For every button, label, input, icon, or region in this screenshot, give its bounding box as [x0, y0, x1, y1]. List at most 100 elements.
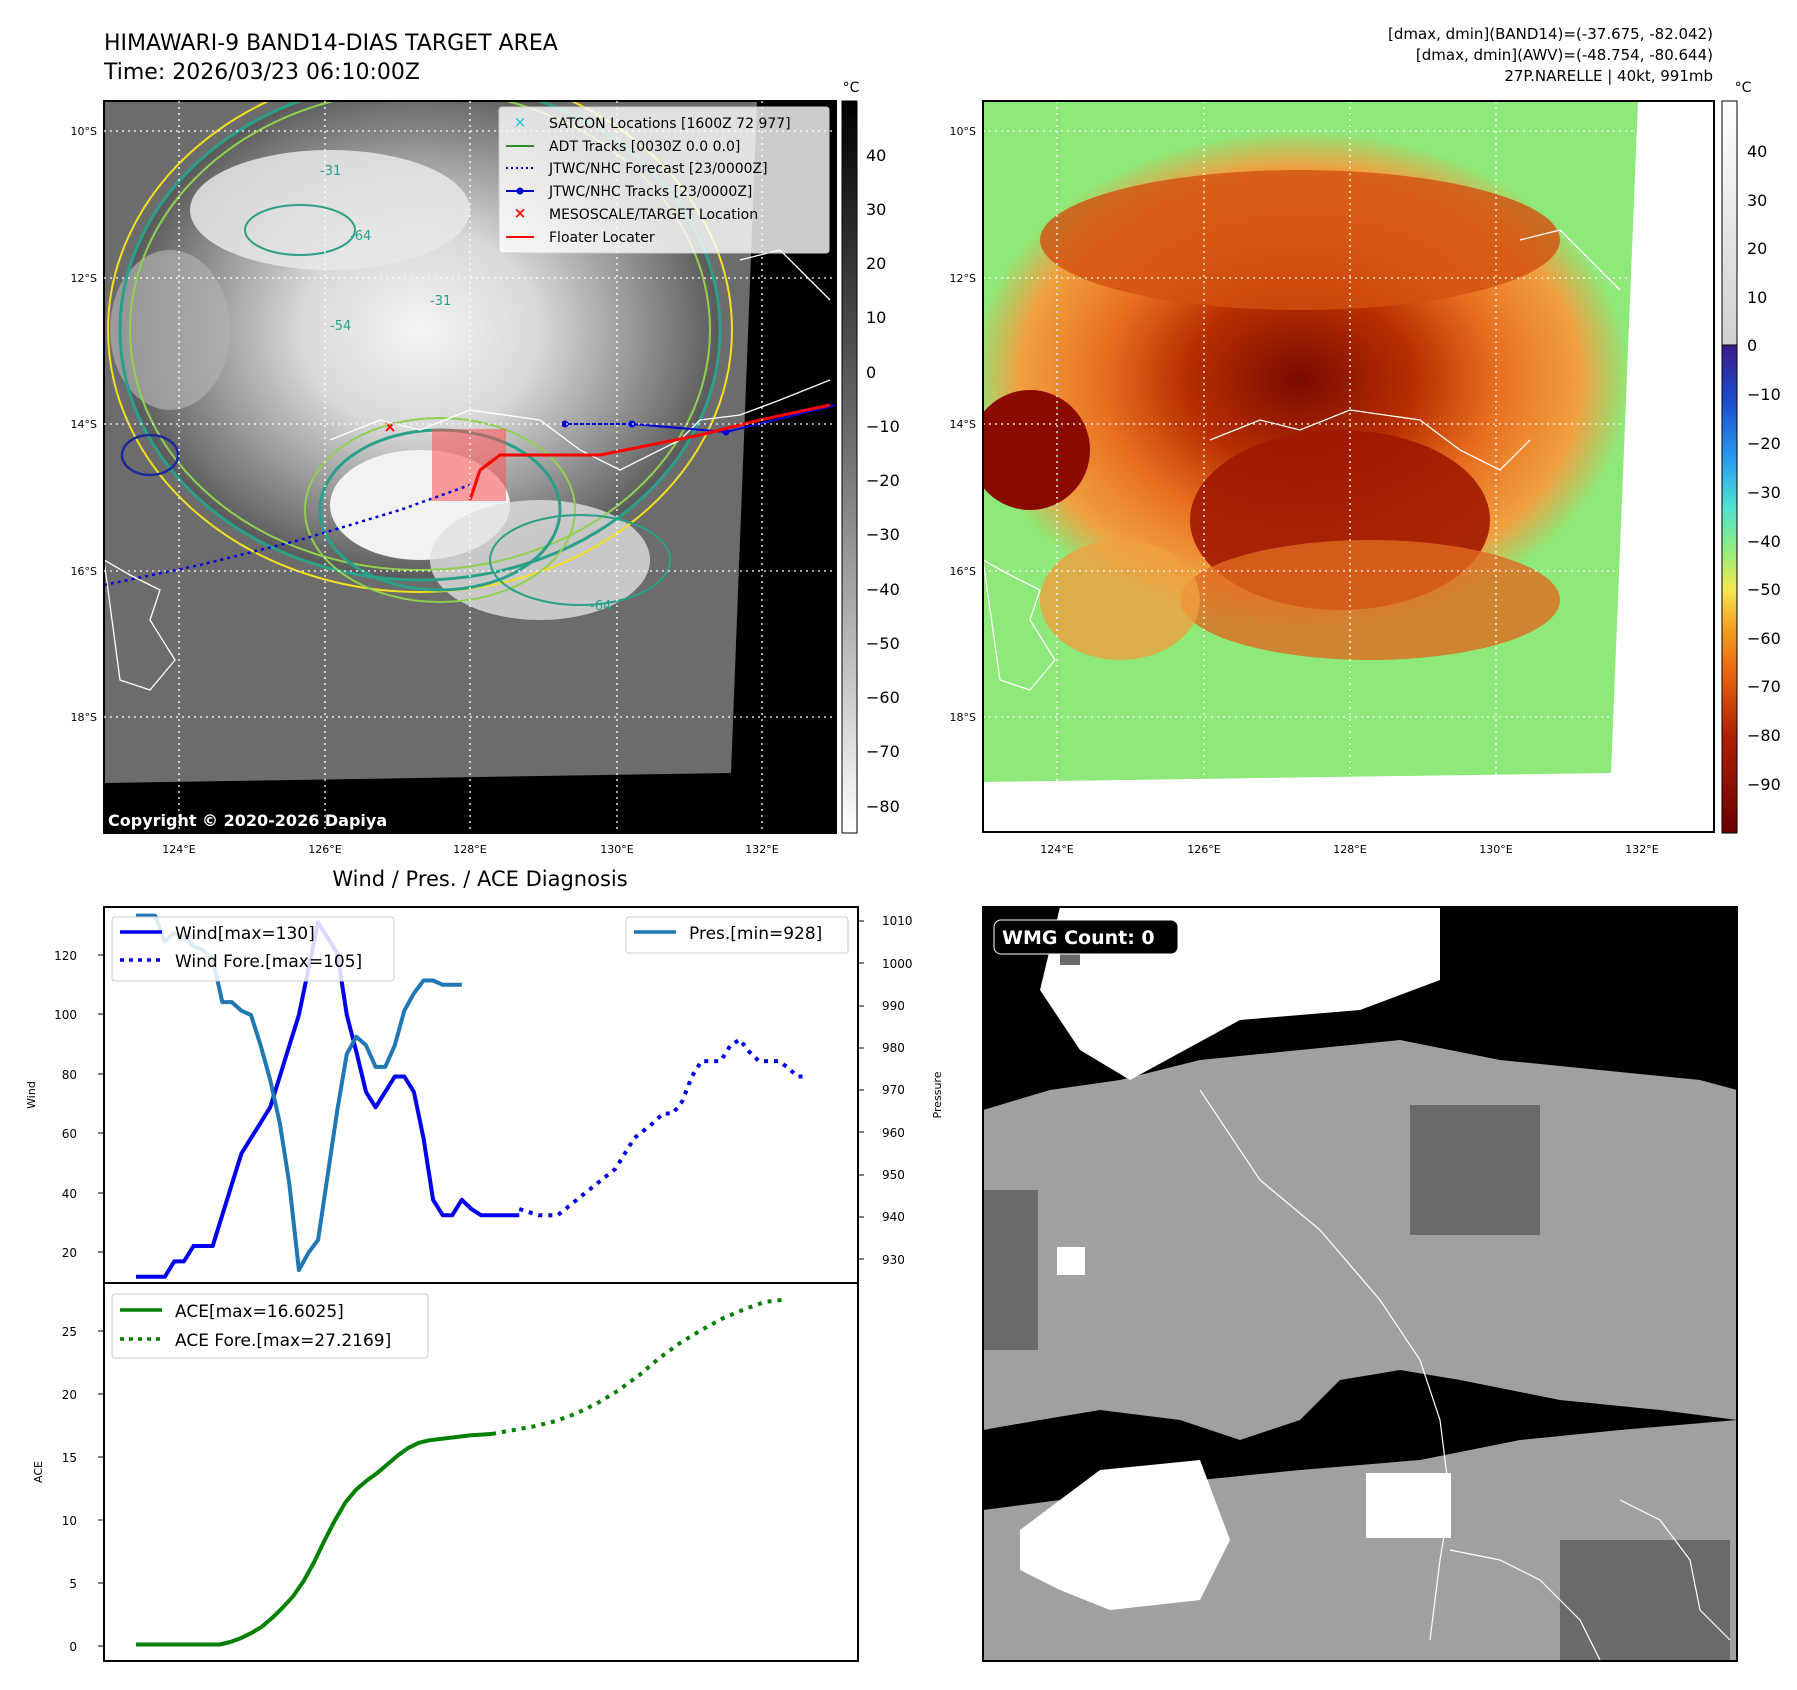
- awv-cbar-tick: 30: [1747, 191, 1767, 210]
- ir-cbar-tick: −50: [866, 634, 900, 653]
- wind-forecast-legend-label: Wind Fore.[max=105]: [175, 952, 362, 972]
- ir-contour-label-1: -31: [320, 164, 341, 179]
- awv-coastline-north: [1209, 409, 1531, 471]
- awv-lon-label: 130°E: [1479, 843, 1512, 856]
- ir-cbar-tick: 10: [866, 308, 886, 327]
- wind-series-line: [136, 920, 520, 1279]
- ir-contour-teal-south: [489, 514, 671, 606]
- wmg-count-text: WMG Count: 0: [1002, 927, 1155, 949]
- awv-colorbar-negative: [1721, 344, 1738, 834]
- awv-cbar-tick: 10: [1747, 288, 1767, 307]
- awv-lat-label: 18°S: [950, 711, 976, 724]
- ir-cbar-tick: −60: [866, 688, 900, 707]
- awv-dry-west: [983, 390, 1090, 510]
- figure-time: Time: 2026/03/23 06:10:00Z: [103, 60, 420, 85]
- pressure-legend: Pres.[min=928]: [625, 916, 849, 954]
- wmg-region-darkgray: [1410, 1105, 1540, 1235]
- pressure-tick-label: 990: [882, 999, 905, 1013]
- ace-axis-label: ACE: [32, 1461, 45, 1483]
- wmg-panel: WMG Count: 0: [982, 906, 1738, 1662]
- legend-satcon-symbol: ×: [514, 113, 527, 131]
- wmg-count-badge: [993, 919, 1179, 955]
- pressure-tick-label: 930: [882, 1253, 905, 1267]
- ir-contour-teal-outer: [118, 101, 722, 582]
- ir-contour-label-4: -64: [590, 599, 611, 614]
- awv-lon-label: 126°E: [1187, 843, 1220, 856]
- ir-colorbar: [841, 100, 858, 834]
- mesoscale-target-marker: ×: [383, 417, 396, 436]
- wmg-region-gray: [983, 1040, 1737, 1440]
- legend-mesoscale-symbol: ×: [514, 204, 527, 222]
- pressure-tick-label: 950: [882, 1168, 905, 1182]
- ir-coastline-west: [104, 559, 176, 691]
- ir-contour-yellow-outer: [107, 101, 733, 593]
- ir-lat-label: 12°S: [71, 272, 97, 285]
- awv-lat-label: 10°S: [950, 125, 976, 138]
- awv-cbar-tick: −20: [1747, 434, 1781, 453]
- pressure-tick-label: 940: [882, 1210, 905, 1224]
- ir-cloud-west: [110, 250, 230, 410]
- ir-contour-label-5: -31: [430, 294, 451, 309]
- pressure-tick-marks: [858, 920, 864, 1260]
- wmg-coastline-south: [1449, 1549, 1601, 1661]
- ir-lat-labels: 10°S 12°S 14°S 16°S 18°S: [71, 125, 97, 724]
- wind-legend-label: Wind[max=130]: [175, 924, 315, 944]
- ir-lon-label: 130°E: [600, 843, 633, 856]
- awv-colorbar-positive: [1721, 100, 1738, 346]
- ir-cbar-tick: 0: [866, 363, 876, 382]
- awv-lon-labels: 124°E 126°E 128°E 130°E 132°E: [1040, 843, 1658, 856]
- legend-floater-label: Floater Locater: [549, 230, 655, 246]
- wind-ticks: 120 100 80 60 40 20: [54, 949, 77, 1260]
- awv-colorbar-ticks: 40 30 20 10 0 −10 −20 −30 −40 −50 −60 −7…: [1747, 142, 1781, 794]
- ace-tick-label: 0: [69, 1640, 77, 1654]
- pressure-axis-label: Pressure: [931, 1071, 944, 1118]
- legend-tracks-dot: [516, 187, 524, 195]
- legend-mesoscale-label: MESOSCALE/TARGET Location: [549, 207, 758, 223]
- awv-coastline-island: [1519, 229, 1621, 291]
- jtwc-forecast-track: [104, 483, 471, 587]
- awv-cbar-tick: 20: [1747, 239, 1767, 258]
- legend-forecast-label: JTWC/NHC Forecast [23/0000Z]: [548, 161, 768, 177]
- ace-series-line: [136, 1431, 493, 1647]
- awv-lat-label: 16°S: [950, 565, 976, 578]
- wind-tick-marks: [98, 954, 104, 1253]
- pressure-legend-label: Pres.[min=928]: [689, 924, 822, 944]
- awv-cbar-tick: −40: [1747, 532, 1781, 551]
- wind-legend-box: [111, 916, 395, 982]
- ir-lat-label: 18°S: [71, 711, 97, 724]
- ir-lon-label: 132°E: [745, 843, 778, 856]
- pressure-tick-label: 1010: [882, 914, 913, 928]
- wind-tick-label: 60: [62, 1127, 77, 1141]
- pressure-tick-label: 960: [882, 1126, 905, 1140]
- ir-cbar-tick: −80: [866, 797, 900, 816]
- ace-forecast-legend-label: ACE Fore.[max=27.2169]: [175, 1331, 391, 1351]
- awv-coastline-west: [983, 559, 1056, 691]
- ir-cbar-tick: −10: [866, 417, 900, 436]
- awv-colorbar-unit: °C: [1735, 80, 1752, 96]
- awv-cbar-tick: −60: [1747, 629, 1781, 648]
- ir-cbar-tick: −20: [866, 471, 900, 490]
- wmg-coastline: [1199, 1089, 1451, 1641]
- floater-locater-track: [468, 403, 831, 501]
- ir-contour-blue-west: [120, 433, 180, 477]
- awv-cbar-tick: 0: [1747, 336, 1757, 355]
- ir-contour-label-2: -64: [350, 229, 371, 244]
- ir-contour-label-3: -54: [330, 319, 351, 334]
- awv-band-north: [1040, 170, 1560, 310]
- ir-legend-box: [498, 106, 830, 254]
- ir-lon-label: 124°E: [162, 843, 195, 856]
- awv-lon-label: 124°E: [1040, 843, 1073, 856]
- wind-tick-label: 40: [62, 1187, 77, 1201]
- awv-cbar-tick: 40: [1747, 142, 1767, 161]
- pressure-ticks: 1010 1000 990 980 970 960 950 940 930: [882, 914, 913, 1267]
- target-area-box: [432, 429, 506, 501]
- ir-coastline-north: [329, 379, 831, 471]
- wmg-region-darkgray-southeast: [1560, 1540, 1730, 1660]
- ir-colorbar-ticks: 40 30 20 10 0 −10 −20 −30 −40 −50 −60 −7…: [866, 146, 900, 816]
- pressure-tick-label: 1000: [882, 957, 913, 971]
- awv-lat-label: 14°S: [950, 418, 976, 431]
- awv-cbar-tick: −80: [1747, 726, 1781, 745]
- ace-ticks: 25 20 15 10 5 0: [62, 1325, 77, 1654]
- awv-cbar-tick: −70: [1747, 677, 1781, 696]
- info-band14-range: [dmax, dmin](BAND14)=(-37.675, -82.042): [1388, 25, 1713, 43]
